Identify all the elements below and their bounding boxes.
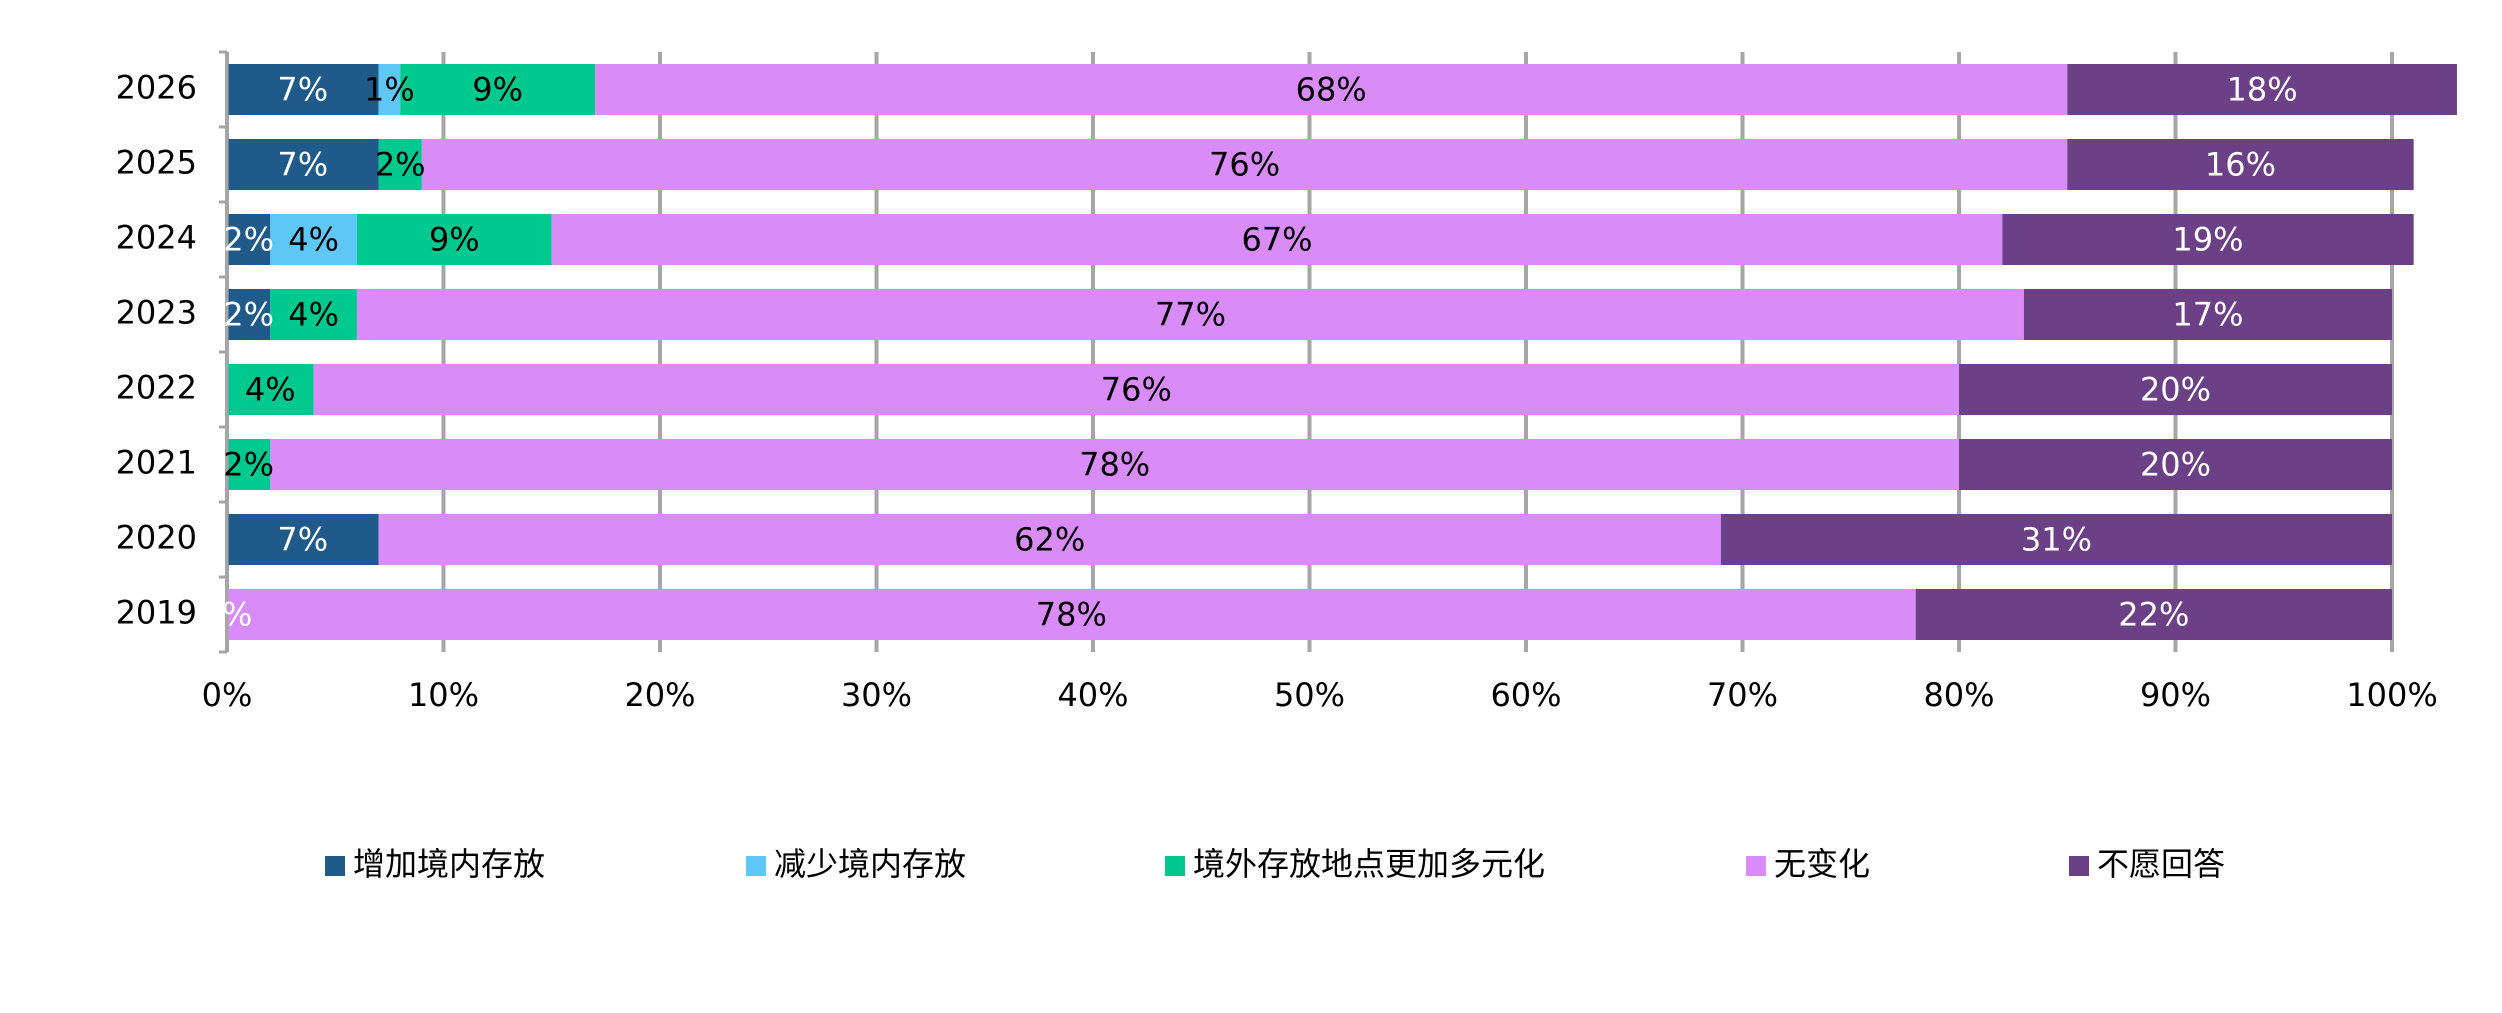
x-tick-label: 30%: [841, 676, 912, 714]
bar-segment: [227, 139, 379, 190]
x-tick-label: 90%: [2140, 676, 2211, 714]
data-label: 9%: [472, 71, 523, 109]
legend-swatch: [746, 856, 766, 876]
bar-segment: [356, 214, 552, 265]
data-label: 62%: [1014, 521, 1085, 559]
x-tick-label: 50%: [1274, 676, 1345, 714]
data-label: 2%: [223, 221, 274, 259]
data-label: 76%: [1209, 146, 1280, 184]
legend-label: 境外存放地点更加多元化: [1193, 845, 1545, 883]
data-label: 67%: [1241, 221, 1312, 259]
bar-segment: [1959, 439, 2392, 490]
legend-swatch: [1165, 856, 1185, 876]
data-label: 78%: [1079, 446, 1150, 484]
data-label: 19%: [2172, 221, 2243, 259]
legend-swatch: [2069, 856, 2089, 876]
data-label: 20%: [2140, 446, 2211, 484]
data-label: 0%: [202, 596, 253, 634]
bar-segment: [227, 364, 314, 415]
data-label: 22%: [2118, 596, 2189, 634]
x-tick-label: 80%: [1923, 676, 1994, 714]
data-label: 4%: [288, 221, 339, 259]
data-label: 9%: [429, 221, 480, 259]
bar-segment: [2023, 289, 2392, 340]
bar-segment: [270, 439, 1959, 490]
bar-segment: [378, 139, 422, 190]
bar-segment: [227, 589, 1916, 640]
data-label: 7%: [277, 71, 328, 109]
bar-segment: [2067, 139, 2414, 190]
x-tick-label: 100%: [2346, 676, 2437, 714]
y-tick-label: 2020: [116, 519, 197, 557]
bar-segment: [2067, 64, 2457, 115]
bar-segment: [2002, 214, 2414, 265]
bar-segment: [551, 214, 2003, 265]
bar-segment: [227, 289, 271, 340]
y-tick-label: 2021: [116, 444, 197, 482]
data-label: 76%: [1101, 371, 1172, 409]
bar-segment: [227, 514, 379, 565]
data-label: 7%: [277, 521, 328, 559]
x-tick-label: 40%: [1057, 676, 1128, 714]
bar-segment: [1959, 364, 2392, 415]
legend-swatch: [1746, 856, 1766, 876]
data-label: 2%: [223, 446, 274, 484]
legend-label: 不愿回答: [2097, 845, 2225, 883]
bar-segment: [270, 289, 357, 340]
bar-segment: [378, 64, 401, 115]
bar-segment: [400, 64, 596, 115]
bar-segment: [270, 214, 357, 265]
bars: [227, 64, 2457, 640]
data-label: 7%: [277, 146, 328, 184]
x-tick-label: 60%: [1490, 676, 1561, 714]
data-label: 4%: [245, 371, 296, 409]
data-label: 16%: [2205, 146, 2276, 184]
legend-label: 无变化: [1774, 845, 1870, 883]
data-label: 77%: [1155, 296, 1226, 334]
y-tick-label: 2026: [116, 69, 197, 107]
data-label: 20%: [2140, 371, 2211, 409]
bar-segment: [421, 139, 2068, 190]
data-label: 17%: [2172, 296, 2243, 334]
data-label: 18%: [2227, 71, 2298, 109]
bar-segment: [227, 439, 271, 490]
x-tick-label: 70%: [1707, 676, 1778, 714]
bar-segment: [313, 364, 1960, 415]
y-tick-label: 2023: [116, 294, 197, 332]
x-tick-label: 20%: [624, 676, 695, 714]
x-tick-label: 0%: [202, 676, 253, 714]
y-tick-label: 2025: [116, 144, 197, 182]
bar-segment: [227, 64, 379, 115]
y-tick-label: 2024: [116, 219, 197, 257]
y-tick-label: 2022: [116, 369, 197, 407]
data-label: 68%: [1296, 71, 1367, 109]
bar-segment: [1720, 514, 2392, 565]
bar-segment: [1915, 589, 2392, 640]
legend-label: 减少境内存放: [774, 845, 966, 883]
data-label: 78%: [1036, 596, 1107, 634]
legend-swatch: [325, 856, 345, 876]
data-label: 2%: [223, 296, 274, 334]
data-label: 31%: [2021, 521, 2092, 559]
bar-segment: [356, 289, 2024, 340]
legend-label: 增加境内存放: [353, 845, 545, 883]
bar-segment: [595, 64, 2068, 115]
y-tick-label: 2019: [116, 594, 197, 632]
data-label: 1%: [364, 71, 415, 109]
bar-segment: [227, 214, 271, 265]
data-label: 2%: [375, 146, 426, 184]
x-tick-label: 10%: [408, 676, 479, 714]
data-label: 4%: [288, 296, 339, 334]
bar-segment: [378, 514, 1721, 565]
